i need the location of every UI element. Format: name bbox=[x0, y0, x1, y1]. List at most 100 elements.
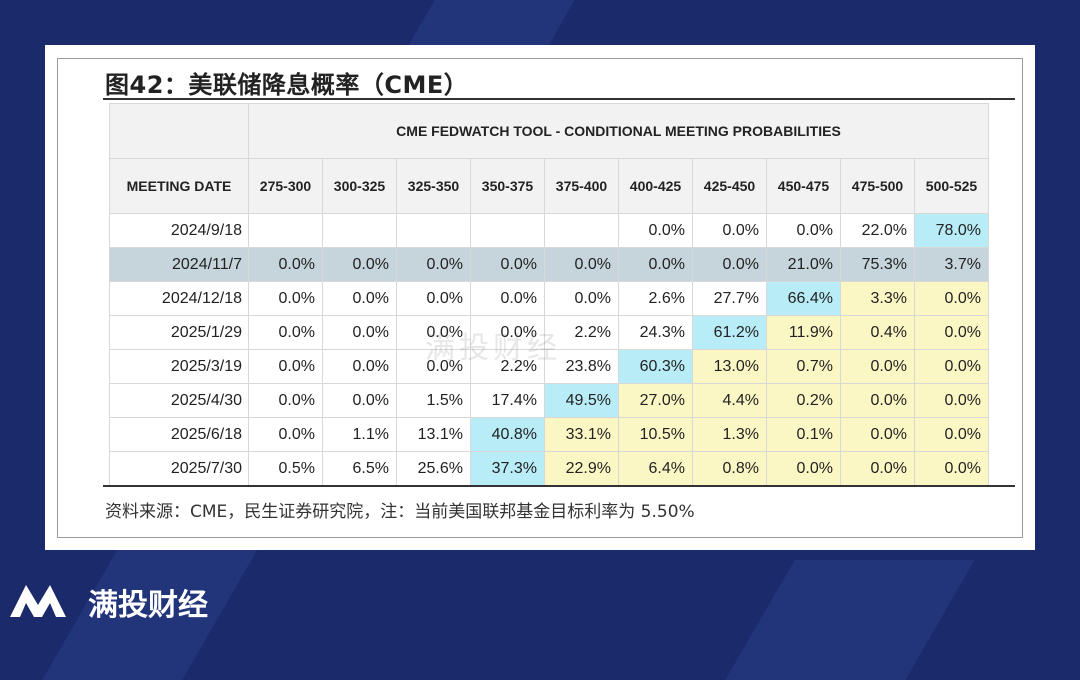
bottom-rule bbox=[103, 485, 1015, 487]
probability-cell bbox=[470, 213, 545, 248]
probability-cell: 49.5% bbox=[544, 383, 619, 418]
meeting-date-cell: 2025/7/30 bbox=[109, 451, 249, 486]
probability-cell: 0.0% bbox=[840, 349, 915, 384]
probability-cell: 61.2% bbox=[692, 315, 767, 350]
meeting-date-cell: 2025/3/19 bbox=[109, 349, 249, 384]
meeting-date-cell: 2024/11/7 bbox=[109, 247, 249, 282]
probability-cell: 27.0% bbox=[618, 383, 693, 418]
probability-cell: 0.0% bbox=[396, 247, 471, 282]
probability-cell: 10.5% bbox=[618, 417, 693, 452]
rate-range-header: 300-325 bbox=[322, 158, 397, 214]
probability-cell: 0.0% bbox=[618, 213, 693, 248]
table-row: 2025/3/19 0.0% 0.0% 0.0% 2.2% 23.8% 60.3% 13.0%… bbox=[109, 349, 989, 384]
brand-logo-icon bbox=[10, 585, 66, 617]
column-header-row: MEETING DATE 275-300 300-325 325-350 350-375… bbox=[109, 158, 989, 214]
meeting-date-cell: 2025/1/29 bbox=[109, 315, 249, 350]
probability-cell: 11.9% bbox=[766, 315, 841, 350]
probability-cell: 37.3% bbox=[470, 451, 545, 486]
meeting-date-header: MEETING DATE bbox=[109, 158, 249, 214]
probability-cell: 22.9% bbox=[544, 451, 619, 486]
probability-cell: 0.0% bbox=[322, 315, 397, 350]
figure-card: 图42：美联储降息概率（CME） CME FEDWATCH TOOL - CON… bbox=[45, 45, 1035, 550]
probability-cell: 0.0% bbox=[914, 315, 989, 350]
table-row: 2025/6/18 0.0% 1.1% 13.1% 40.8% 33.1% 10.5% 1.3… bbox=[109, 417, 989, 452]
probability-cell: 2.6% bbox=[618, 281, 693, 316]
figure-frame bbox=[57, 58, 1023, 538]
probability-cell: 3.3% bbox=[840, 281, 915, 316]
probability-cell: 0.0% bbox=[248, 383, 323, 418]
probability-cell: 0.0% bbox=[544, 247, 619, 282]
table-title-row: CME FEDWATCH TOOL - CONDITIONAL MEETING … bbox=[109, 103, 989, 159]
probability-cell: 0.0% bbox=[248, 281, 323, 316]
probability-cell: 0.0% bbox=[840, 383, 915, 418]
meeting-date-cell: 2025/4/30 bbox=[109, 383, 249, 418]
probability-cell: 0.0% bbox=[470, 281, 545, 316]
probability-cell: 3.7% bbox=[914, 247, 989, 282]
probability-cell: 17.4% bbox=[470, 383, 545, 418]
probability-cell: 0.0% bbox=[914, 281, 989, 316]
probability-cell: 0.2% bbox=[766, 383, 841, 418]
probability-cell: 24.3% bbox=[618, 315, 693, 350]
probability-cell: 0.0% bbox=[248, 247, 323, 282]
probability-cell: 0.0% bbox=[914, 451, 989, 486]
probability-cell: 6.5% bbox=[322, 451, 397, 486]
probability-cell: 21.0% bbox=[766, 247, 841, 282]
probability-cell: 4.4% bbox=[692, 383, 767, 418]
probability-cell: 0.0% bbox=[840, 417, 915, 452]
probability-cell: 0.0% bbox=[396, 315, 471, 350]
rate-range-header: 500-525 bbox=[914, 158, 989, 214]
figure-title: 图42：美联储降息概率（CME） bbox=[105, 71, 469, 99]
meeting-date-cell: 2024/12/18 bbox=[109, 281, 249, 316]
probability-cell: 0.0% bbox=[470, 315, 545, 350]
table-row: 2024/12/18 0.0% 0.0% 0.0% 0.0% 0.0% 2.6% 27.7% 6… bbox=[109, 281, 989, 316]
probability-cell: 23.8% bbox=[544, 349, 619, 384]
rate-range-header: 325-350 bbox=[396, 158, 471, 214]
rate-range-header: 475-500 bbox=[840, 158, 915, 214]
probability-cell: 0.0% bbox=[248, 349, 323, 384]
probability-cell: 0.0% bbox=[322, 247, 397, 282]
probability-cell: 0.0% bbox=[914, 383, 989, 418]
top-rule bbox=[103, 98, 1015, 100]
probability-cell bbox=[544, 213, 619, 248]
probability-cell: 0.0% bbox=[840, 451, 915, 486]
table-row: 2024/9/18 0.0% 0.0% 0.0% 22.0% 78.0% bbox=[109, 213, 989, 248]
probability-cell: 6.4% bbox=[618, 451, 693, 486]
probability-cell: 0.0% bbox=[396, 349, 471, 384]
probability-cell: 2.2% bbox=[544, 315, 619, 350]
probability-cell: 22.0% bbox=[840, 213, 915, 248]
table-title: CME FEDWATCH TOOL - CONDITIONAL MEETING … bbox=[248, 103, 989, 159]
probability-cell: 1.1% bbox=[322, 417, 397, 452]
probability-cell: 0.0% bbox=[322, 349, 397, 384]
probability-cell bbox=[248, 213, 323, 248]
rate-range-header: 400-425 bbox=[618, 158, 693, 214]
probability-cell: 0.0% bbox=[766, 213, 841, 248]
probability-cell: 60.3% bbox=[618, 349, 693, 384]
probability-cell: 0.0% bbox=[396, 281, 471, 316]
probability-cell bbox=[322, 213, 397, 248]
rate-range-header: 350-375 bbox=[470, 158, 545, 214]
probability-cell: 78.0% bbox=[914, 213, 989, 248]
table-row: 2025/4/30 0.0% 0.0% 1.5% 17.4% 49.5% 27.0% 4.4%… bbox=[109, 383, 989, 418]
probability-cell: 66.4% bbox=[766, 281, 841, 316]
probability-cell: 25.6% bbox=[396, 451, 471, 486]
probability-cell: 0.0% bbox=[914, 349, 989, 384]
rate-range-header: 425-450 bbox=[692, 158, 767, 214]
probability-cell: 0.0% bbox=[914, 417, 989, 452]
probability-cell: 0.7% bbox=[766, 349, 841, 384]
probability-cell: 1.3% bbox=[692, 417, 767, 452]
probability-cell: 0.0% bbox=[692, 213, 767, 248]
probability-cell: 75.3% bbox=[840, 247, 915, 282]
probability-table: CME FEDWATCH TOOL - CONDITIONAL MEETING … bbox=[109, 103, 989, 486]
probability-cell: 0.0% bbox=[692, 247, 767, 282]
probability-cell: 40.8% bbox=[470, 417, 545, 452]
probability-cell: 13.1% bbox=[396, 417, 471, 452]
probability-cell: 0.0% bbox=[322, 383, 397, 418]
probability-cell: 0.8% bbox=[692, 451, 767, 486]
probability-cell: 0.0% bbox=[248, 315, 323, 350]
probability-cell: 13.0% bbox=[692, 349, 767, 384]
rate-range-header: 450-475 bbox=[766, 158, 841, 214]
corner-cell bbox=[109, 103, 249, 159]
probability-cell: 0.0% bbox=[618, 247, 693, 282]
background-stripe bbox=[725, 560, 975, 680]
table-row: 2024/11/7 0.0% 0.0% 0.0% 0.0% 0.0% 0.0% 0.0% 21.… bbox=[109, 247, 989, 282]
